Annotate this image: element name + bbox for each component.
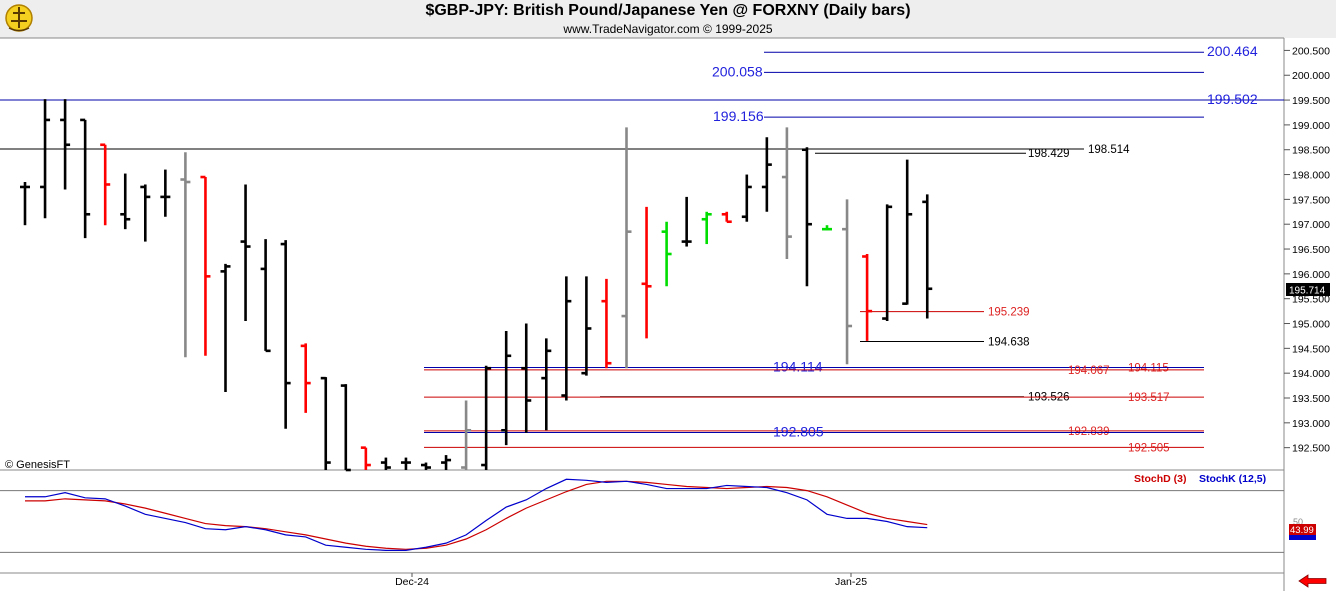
y-tick-label: 197.000 xyxy=(1292,219,1330,231)
x-tick-label: Dec-24 xyxy=(395,576,429,588)
stochd-legend: StochD (3) xyxy=(1134,473,1187,485)
y-tick-label: 200.500 xyxy=(1292,45,1330,57)
y-tick-label: 195.500 xyxy=(1292,294,1330,306)
level-label: 200.058 xyxy=(712,63,763,79)
last-price-tag: 195.714 xyxy=(1286,283,1330,297)
chart-title: $GBP-JPY: British Pound/Japanese Yen @ F… xyxy=(425,2,911,19)
stoch-readout-50: 50 xyxy=(1293,517,1303,527)
stochk-line xyxy=(25,478,928,551)
level-label: 194.067 xyxy=(1068,365,1110,377)
trade-navigator-logo-icon xyxy=(5,4,33,32)
last-price-value: 195.714 xyxy=(1289,286,1326,297)
y-tick-label: 196.500 xyxy=(1292,244,1330,256)
ohlc-bars xyxy=(20,99,933,472)
price-levels: 200.464 200.058 199.502 199.156 198.514 198.4… xyxy=(0,43,1284,454)
level-label: 199.502 xyxy=(1207,91,1258,107)
y-tick-label: 200.000 xyxy=(1292,70,1330,82)
watermark: © GenesisFT xyxy=(5,459,70,471)
level-label: 198.514 xyxy=(1088,144,1130,156)
y-tick-label: 193.000 xyxy=(1292,418,1330,430)
level-label: 193.517 xyxy=(1128,392,1170,404)
y-tick-label: 197.500 xyxy=(1292,194,1330,206)
y-tick-label: 192.500 xyxy=(1292,443,1330,455)
chart-subtitle: www.TradeNavigator.com © 1999-2025 xyxy=(563,22,773,36)
level-label: 194.114 xyxy=(773,359,823,375)
chart-header: $GBP-JPY: British Pound/Japanese Yen @ F… xyxy=(0,0,1336,38)
level-label: 200.464 xyxy=(1207,43,1258,59)
y-tick-label: 198.500 xyxy=(1292,145,1330,157)
stochd-line xyxy=(25,480,928,550)
level-label: 192.805 xyxy=(773,424,824,440)
stochk-legend: StochK (12,5) xyxy=(1199,473,1266,485)
y-tick-label: 195.000 xyxy=(1292,319,1330,331)
y-tick-label: 194.500 xyxy=(1292,343,1330,355)
level-label: 195.239 xyxy=(988,307,1030,319)
level-label: 199.156 xyxy=(713,108,764,124)
price-axis: 192.500 193.000 193.500 194.000 194.500 195.0… xyxy=(1284,45,1330,455)
stochastic-readouts: 50 43.99 xyxy=(1289,517,1316,540)
level-label: 193.526 xyxy=(1028,392,1070,404)
y-tick-label: 199.500 xyxy=(1292,95,1330,107)
y-tick-label: 196.000 xyxy=(1292,269,1330,281)
y-tick-label: 193.500 xyxy=(1292,393,1330,405)
scroll-left-arrow-icon[interactable] xyxy=(1298,574,1328,588)
stochastic-panel xyxy=(0,478,1284,553)
y-tick-label: 198.000 xyxy=(1292,170,1330,182)
date-axis: Dec-24 Jan-25 xyxy=(395,573,867,588)
level-label: 198.429 xyxy=(1028,148,1070,160)
level-label: 192.839 xyxy=(1068,426,1110,438)
level-label: 194.638 xyxy=(988,336,1030,348)
level-label: 194.115 xyxy=(1128,362,1169,374)
y-tick-label: 199.000 xyxy=(1292,120,1330,132)
y-tick-label: 194.000 xyxy=(1292,368,1330,380)
stoch-readout-value: 43.99 xyxy=(1290,525,1314,536)
level-label: 192.505 xyxy=(1128,442,1170,454)
x-tick-label: Jan-25 xyxy=(835,576,867,588)
